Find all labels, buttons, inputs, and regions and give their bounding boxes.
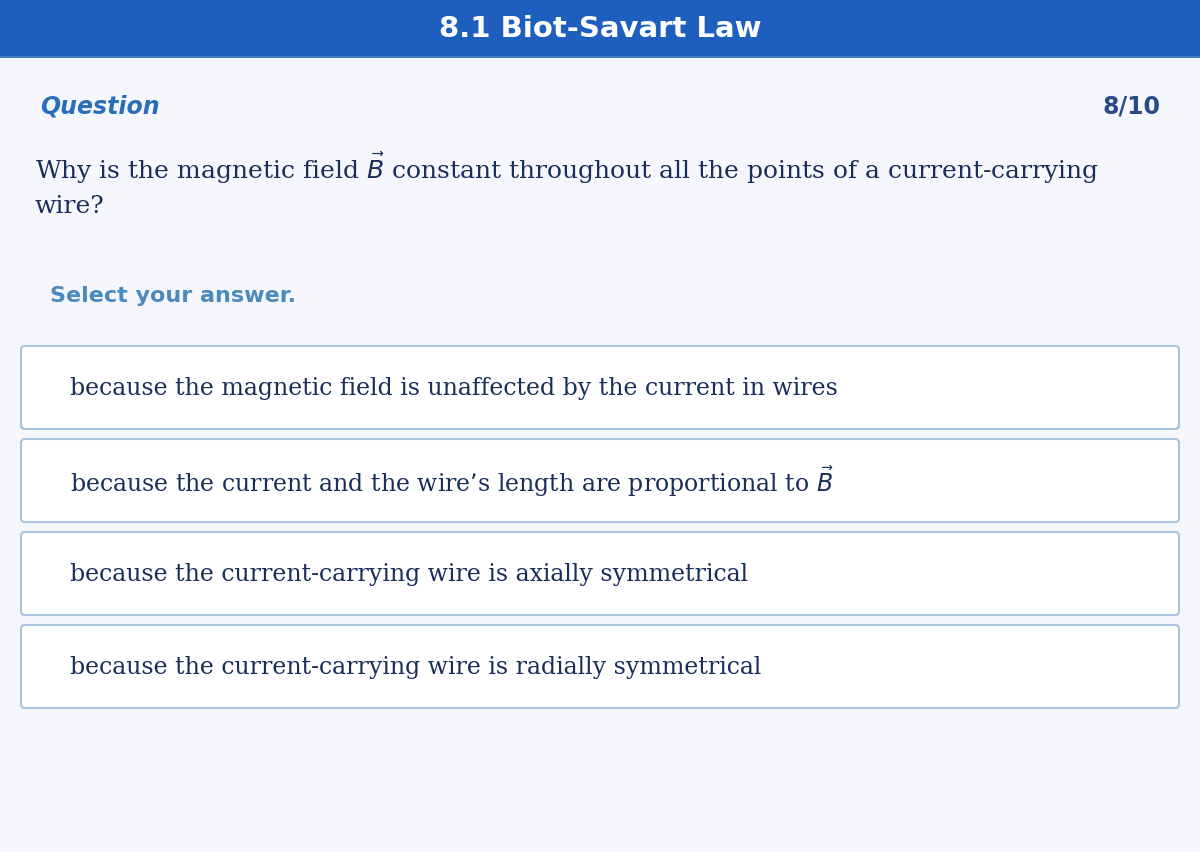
- Text: because the current-carrying wire is radially symmetrical: because the current-carrying wire is rad…: [70, 655, 761, 678]
- Text: 8.1 Biot-Savart Law: 8.1 Biot-Savart Law: [439, 15, 761, 43]
- FancyBboxPatch shape: [22, 347, 1178, 429]
- Text: Question: Question: [40, 94, 160, 118]
- Text: Why is the magnetic field $\vec{B}$ constant throughout all the points of a curr: Why is the magnetic field $\vec{B}$ cons…: [35, 150, 1099, 186]
- Text: because the current-carrying wire is axially symmetrical: because the current-carrying wire is axi…: [70, 562, 748, 585]
- Text: wire?: wire?: [35, 194, 104, 217]
- Text: 8/10: 8/10: [1102, 94, 1160, 118]
- Text: Select your answer.: Select your answer.: [50, 285, 296, 306]
- Text: because the magnetic field is unaffected by the current in wires: because the magnetic field is unaffected…: [70, 377, 838, 400]
- FancyBboxPatch shape: [22, 440, 1178, 522]
- FancyBboxPatch shape: [0, 0, 1200, 58]
- Text: because the current and the wire’s length are proportional to $\vec{B}$: because the current and the wire’s lengt…: [70, 463, 834, 498]
- FancyBboxPatch shape: [22, 532, 1178, 615]
- FancyBboxPatch shape: [22, 625, 1178, 708]
